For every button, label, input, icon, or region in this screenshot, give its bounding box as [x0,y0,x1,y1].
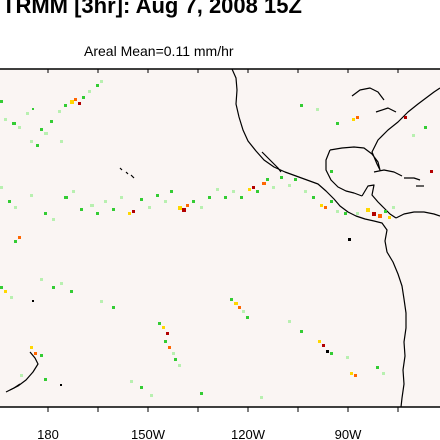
precipitation-field [0,80,433,399]
x-tick-label-90w: 90W [334,427,362,440]
areal-mean-label: Areal Mean=0.11 mm/hr [84,43,234,59]
x-tick-label-180: 180 [37,427,59,440]
map-title: TRMM [3hr]: Aug 7, 2008 15Z [2,0,302,18]
map-panel [0,68,440,408]
x-tick-label-150w: 150W [131,427,165,440]
coastlines [5,68,440,408]
map-graticule [47,69,399,412]
x-tick-label-120w: 120W [231,427,265,440]
